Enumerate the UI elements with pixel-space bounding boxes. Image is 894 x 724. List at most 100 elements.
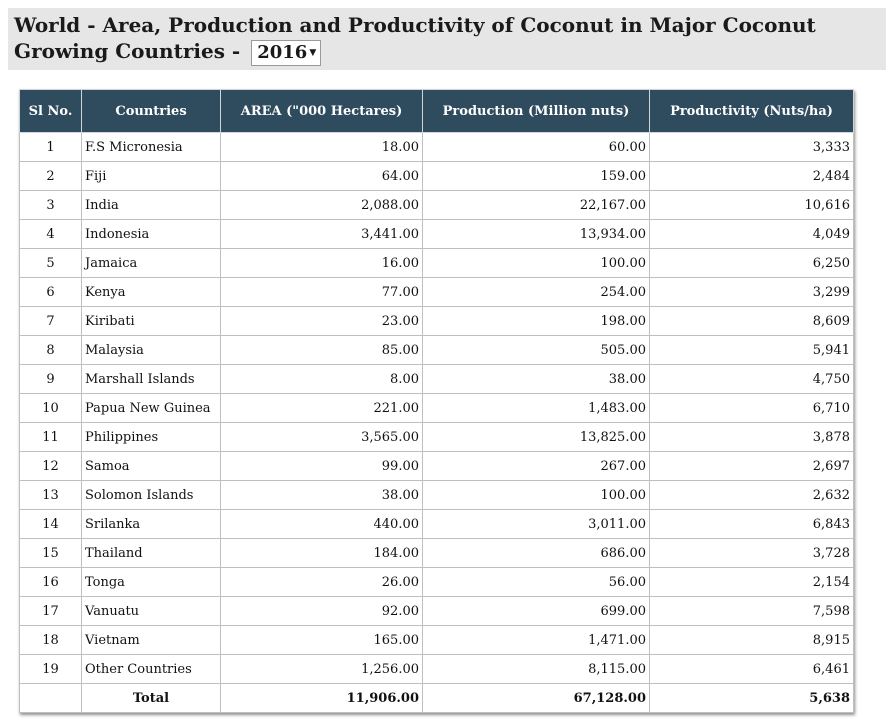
- table-header-row: Sl No. Countries AREA ("000 Hectares) Pr…: [19, 89, 854, 133]
- table-row: 9 Marshall Islands 8.00 38.00 4,750: [19, 364, 854, 394]
- row-country: Kiribati: [81, 306, 221, 336]
- row-sl-no: 13: [19, 480, 82, 510]
- row-sl-no: 7: [19, 306, 82, 336]
- table-row: 13 Solomon Islands 38.00 100.00 2,632: [19, 480, 854, 510]
- table-row: 2 Fiji 64.00 159.00 2,484: [19, 161, 854, 191]
- row-productivity: 6,843: [649, 509, 854, 539]
- row-country: Jamaica: [81, 248, 221, 278]
- header-productivity: Productivity (Nuts/ha): [649, 89, 854, 133]
- table-row: 6 Kenya 77.00 254.00 3,299: [19, 277, 854, 307]
- row-productivity: 7,598: [649, 596, 854, 626]
- row-area: 3,441.00: [220, 219, 423, 249]
- row-area: 23.00: [220, 306, 423, 336]
- row-productivity: 3,728: [649, 538, 854, 568]
- row-sl-no: 11: [19, 422, 82, 452]
- table-row: 11 Philippines 3,565.00 13,825.00 3,878: [19, 422, 854, 452]
- row-country: Other Countries: [81, 654, 221, 684]
- row-country: Fiji: [81, 161, 221, 191]
- row-sl-no: 10: [19, 393, 82, 423]
- row-productivity: 10,616: [649, 190, 854, 220]
- row-country: Philippines: [81, 422, 221, 452]
- row-production: 159.00: [422, 161, 650, 191]
- row-production: 60.00: [422, 132, 650, 162]
- row-production: 38.00: [422, 364, 650, 394]
- row-country: Solomon Islands: [81, 480, 221, 510]
- table-row: 1 F.S Micronesia 18.00 60.00 3,333: [19, 132, 854, 162]
- row-production: 267.00: [422, 451, 650, 481]
- table-row: 3 India 2,088.00 22,167.00 10,616: [19, 190, 854, 220]
- row-productivity: 6,461: [649, 654, 854, 684]
- row-sl-no: 17: [19, 596, 82, 626]
- row-sl-no: 14: [19, 509, 82, 539]
- row-country: Indonesia: [81, 219, 221, 249]
- total-sl-cell: [19, 683, 82, 713]
- row-productivity: 2,632: [649, 480, 854, 510]
- table-row: 16 Tonga 26.00 56.00 2,154: [19, 567, 854, 597]
- row-production: 699.00: [422, 596, 650, 626]
- row-sl-no: 18: [19, 625, 82, 655]
- row-country: Papua New Guinea: [81, 393, 221, 423]
- row-sl-no: 1: [19, 132, 82, 162]
- table-row: 17 Vanuatu 92.00 699.00 7,598: [19, 596, 854, 626]
- row-country: Marshall Islands: [81, 364, 221, 394]
- row-sl-no: 2: [19, 161, 82, 191]
- row-productivity: 8,915: [649, 625, 854, 655]
- row-area: 77.00: [220, 277, 423, 307]
- row-sl-no: 4: [19, 219, 82, 249]
- row-area: 38.00: [220, 480, 423, 510]
- row-productivity: 4,750: [649, 364, 854, 394]
- row-area: 16.00: [220, 248, 423, 278]
- total-productivity: 5,638: [649, 683, 854, 713]
- row-sl-no: 5: [19, 248, 82, 278]
- row-production: 254.00: [422, 277, 650, 307]
- header-sl-no: Sl No.: [19, 89, 82, 133]
- data-table-container: Sl No. Countries AREA ("000 Hectares) Pr…: [19, 89, 854, 713]
- table-row: 5 Jamaica 16.00 100.00 6,250: [19, 248, 854, 278]
- row-country: Malaysia: [81, 335, 221, 365]
- page-title-text: World - Area, Production and Productivit…: [14, 13, 816, 63]
- row-area: 64.00: [220, 161, 423, 191]
- row-country: F.S Micronesia: [81, 132, 221, 162]
- row-production: 198.00: [422, 306, 650, 336]
- page-title: World - Area, Production and Productivit…: [14, 12, 880, 66]
- row-sl-no: 19: [19, 654, 82, 684]
- row-productivity: 3,333: [649, 132, 854, 162]
- row-country: Srilanka: [81, 509, 221, 539]
- row-productivity: 3,878: [649, 422, 854, 452]
- row-area: 3,565.00: [220, 422, 423, 452]
- table-row: 15 Thailand 184.00 686.00 3,728: [19, 538, 854, 568]
- table-row: 14 Srilanka 440.00 3,011.00 6,843: [19, 509, 854, 539]
- row-country: Tonga: [81, 567, 221, 597]
- row-sl-no: 9: [19, 364, 82, 394]
- row-area: 18.00: [220, 132, 423, 162]
- row-area: 85.00: [220, 335, 423, 365]
- header-countries: Countries: [81, 89, 221, 133]
- row-productivity: 6,250: [649, 248, 854, 278]
- row-productivity: 8,609: [649, 306, 854, 336]
- row-sl-no: 8: [19, 335, 82, 365]
- year-select[interactable]: 2016 ▼: [251, 39, 322, 66]
- row-country: Vanuatu: [81, 596, 221, 626]
- row-productivity: 6,710: [649, 393, 854, 423]
- row-production: 1,483.00: [422, 393, 650, 423]
- row-area: 8.00: [220, 364, 423, 394]
- table-row: 18 Vietnam 165.00 1,471.00 8,915: [19, 625, 854, 655]
- header-production: Production (Million nuts): [422, 89, 650, 133]
- header-area: AREA ("000 Hectares): [220, 89, 423, 133]
- row-area: 1,256.00: [220, 654, 423, 684]
- total-area: 11,906.00: [220, 683, 423, 713]
- row-sl-no: 6: [19, 277, 82, 307]
- row-sl-no: 16: [19, 567, 82, 597]
- coconut-data-table: Sl No. Countries AREA ("000 Hectares) Pr…: [19, 89, 854, 713]
- row-sl-no: 12: [19, 451, 82, 481]
- row-production: 13,825.00: [422, 422, 650, 452]
- row-country: Vietnam: [81, 625, 221, 655]
- table-row: 19 Other Countries 1,256.00 8,115.00 6,461: [19, 654, 854, 684]
- row-country: India: [81, 190, 221, 220]
- table-total-row: Total 11,906.00 67,128.00 5,638: [19, 683, 854, 713]
- chevron-down-icon: ▼: [309, 47, 317, 58]
- row-production: 100.00: [422, 248, 650, 278]
- row-area: 440.00: [220, 509, 423, 539]
- row-production: 686.00: [422, 538, 650, 568]
- total-label: Total: [81, 683, 221, 713]
